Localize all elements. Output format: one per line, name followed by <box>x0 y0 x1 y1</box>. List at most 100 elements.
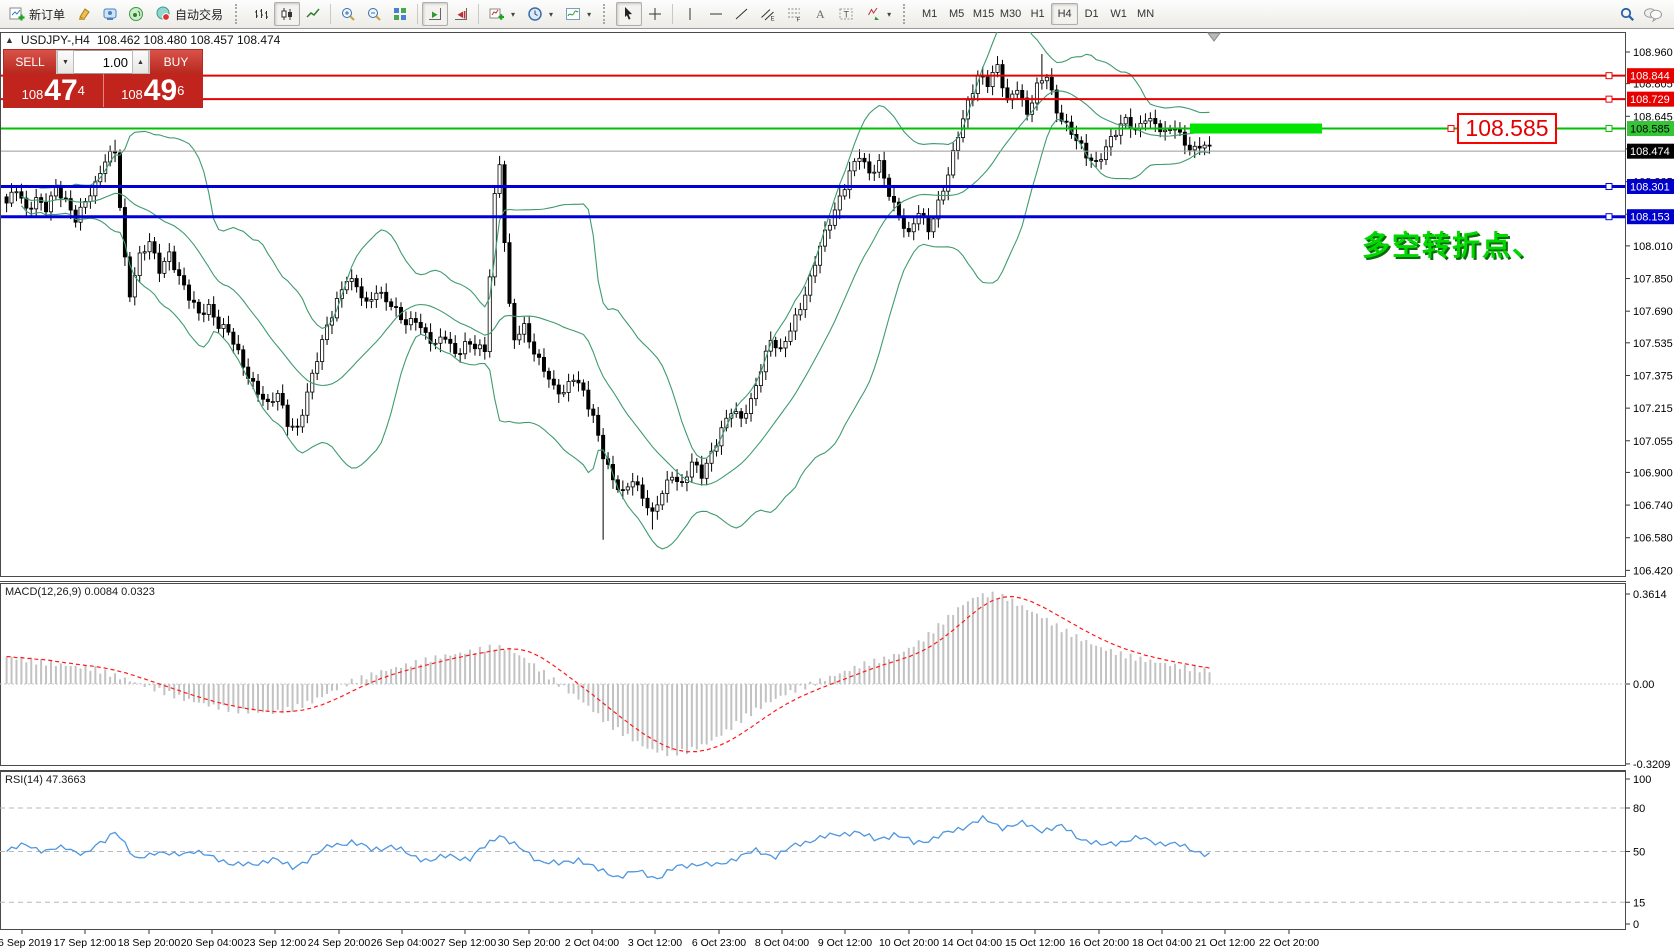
auto-scroll-icon <box>429 8 442 20</box>
macd-indicator-label: MACD(12,26,9) 0.0084 0.0323 <box>5 586 155 598</box>
fibonacci-icon: F <box>788 8 801 22</box>
svg-text:106.740: 106.740 <box>1633 500 1673 512</box>
svg-text:108.474: 108.474 <box>1630 146 1670 158</box>
vertical-line-button[interactable] <box>677 2 703 26</box>
bid-pipette: 4 <box>77 83 85 98</box>
buy-price-tile[interactable]: 108 49 6 <box>102 74 203 107</box>
svg-text:27 Sep 12:00: 27 Sep 12:00 <box>434 937 497 949</box>
line-chart-icon <box>306 8 320 18</box>
line-chart-button[interactable] <box>300 2 326 26</box>
svg-text:107.215: 107.215 <box>1633 403 1673 415</box>
price-scale[interactable]: 108.960108.805108.645108.485108.325108.1… <box>1626 47 1674 577</box>
fibonacci-button[interactable]: F <box>781 2 807 26</box>
main-toolbar: 新订单 自动交易 <box>0 0 1674 29</box>
ask-prefix: 108 <box>121 87 143 102</box>
new-chart-button[interactable]: ▾ <box>483 2 521 26</box>
bollinger-middle-band <box>21 90 1210 486</box>
svg-text:108.585: 108.585 <box>1630 124 1670 136</box>
trendline-button[interactable] <box>729 2 755 26</box>
horizontal-line-button[interactable] <box>703 2 729 26</box>
svg-text:106.900: 106.900 <box>1633 467 1673 479</box>
chat-icon <box>1644 8 1662 22</box>
volume-increase-button[interactable]: ▲ <box>132 50 149 74</box>
chart-shift-button[interactable] <box>448 2 474 26</box>
svg-text:-0.3209: -0.3209 <box>1633 759 1670 771</box>
zoom-out-button[interactable] <box>361 2 387 26</box>
bollinger-bands-layer <box>20 32 1210 550</box>
svg-text:108.301: 108.301 <box>1630 181 1670 193</box>
timeframe-button-M30[interactable]: M30 <box>999 8 1022 20</box>
zoom-in-button[interactable] <box>335 2 361 26</box>
timeframe-button-D1[interactable]: D1 <box>1084 8 1099 20</box>
arrows-icon <box>868 7 880 20</box>
indicators-button[interactable]: ▾ <box>559 2 597 26</box>
zoom-out-icon <box>368 8 381 21</box>
macd-signal-line <box>6 595 1210 753</box>
rsi-line <box>6 814 1210 880</box>
timeframe-button-MN[interactable]: MN <box>1137 8 1155 20</box>
dropdown-caret-icon: ▾ <box>887 9 892 19</box>
bar-chart-button[interactable] <box>248 2 274 26</box>
new-order-button[interactable]: 新订单 <box>3 2 71 26</box>
sell-price-tile[interactable]: 108 47 4 <box>4 74 103 107</box>
new-chart-icon <box>489 8 505 20</box>
svg-text:2 Oct 04:00: 2 Oct 04:00 <box>565 937 619 949</box>
svg-text:T: T <box>844 10 850 20</box>
text-label-button[interactable]: T <box>833 2 859 26</box>
collapse-panel-icon[interactable]: ▲ <box>5 35 14 45</box>
chat-button[interactable] <box>1640 2 1666 26</box>
timeframe-button-H4[interactable]: H4 <box>1051 3 1079 25</box>
chart-shift-icon <box>455 8 468 20</box>
timeframe-button-M5[interactable]: M5 <box>948 8 965 20</box>
timeframe-button-M1[interactable]: M1 <box>921 8 938 20</box>
crosshair-button[interactable] <box>642 2 668 26</box>
auto-scroll-button[interactable] <box>422 2 449 26</box>
search-button[interactable] <box>1614 2 1640 26</box>
svg-text:108.844: 108.844 <box>1630 71 1670 83</box>
svg-text:107.535: 107.535 <box>1633 338 1673 350</box>
tile-windows-button[interactable] <box>387 2 413 26</box>
symbol-timeframe-label: USDJPY-,H4 <box>20 33 90 47</box>
svg-text:108.153: 108.153 <box>1630 212 1670 224</box>
price-tag <box>1627 121 1674 137</box>
bar-chart-icon <box>255 9 269 19</box>
ask-big-digits: 49 <box>143 74 178 107</box>
community-button[interactable] <box>97 2 123 26</box>
arrows-button[interactable]: ▾ <box>859 2 897 26</box>
bid-big-digits: 47 <box>44 74 78 107</box>
toolbar-drag-handle <box>235 4 244 24</box>
hline-handle-icon <box>1605 182 1613 190</box>
signals-button[interactable] <box>123 2 149 26</box>
svg-text:9 Oct 12:00: 9 Oct 12:00 <box>818 937 872 949</box>
timeframe-button-H1[interactable]: H1 <box>1030 8 1045 20</box>
dropdown-caret-icon: ▾ <box>511 9 516 19</box>
highlight-zone[interactable] <box>1190 123 1322 134</box>
svg-text:0.3614: 0.3614 <box>1633 589 1667 601</box>
period-profiles-button[interactable]: ▾ <box>521 2 559 26</box>
volume-decrease-button[interactable]: ▼ <box>57 50 74 74</box>
text-button[interactable]: A <box>807 2 833 26</box>
chinese-note-text[interactable]: 多空转折点、 <box>1362 230 1543 261</box>
candles-layer <box>4 54 1212 540</box>
auto-trading-button[interactable]: 自动交易 <box>149 2 229 26</box>
timeframe-button-W1[interactable]: W1 <box>1110 8 1127 20</box>
volume-input[interactable] <box>74 50 132 74</box>
timeframe-button-M15[interactable]: M15 <box>972 8 995 20</box>
equidistant-channel-button[interactable]: E <box>755 2 781 26</box>
cursor-button[interactable] <box>616 2 643 26</box>
highlighter-button[interactable] <box>71 2 97 26</box>
highlighter-icon <box>79 8 90 20</box>
annotation-anchor-icon <box>1447 125 1455 133</box>
svg-text:50: 50 <box>1633 847 1645 859</box>
sell-button[interactable]: SELL <box>4 50 56 74</box>
svg-text:6 Oct 23:00: 6 Oct 23:00 <box>692 937 746 949</box>
buy-button[interactable]: BUY <box>150 50 202 74</box>
price-annotation-box[interactable]: 108.585 <box>1457 113 1557 144</box>
candlestick-chart-button[interactable] <box>274 2 301 26</box>
svg-text:100: 100 <box>1633 774 1651 786</box>
auto-trading-label: 自动交易 <box>175 7 224 22</box>
crosshair-icon <box>649 8 662 20</box>
